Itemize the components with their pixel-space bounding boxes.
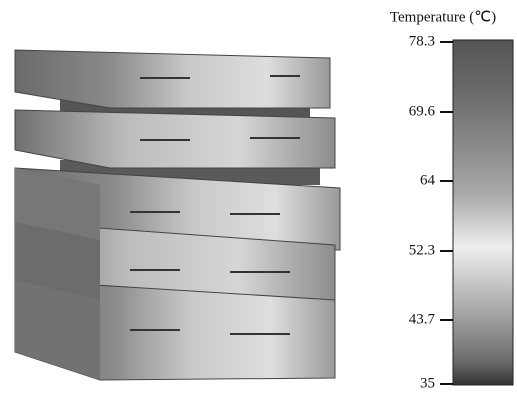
page: Temperature (℃) 78.3 69.6 64 52.3 43.7 3… xyxy=(0,0,517,395)
colorbar-ticks xyxy=(440,42,453,384)
figure: Temperature (℃) 78.3 69.6 64 52.3 43.7 3… xyxy=(0,0,517,395)
tick-label: 69.6 xyxy=(409,103,436,119)
tick-label: 43.7 xyxy=(409,311,436,327)
tick-label: 78.3 xyxy=(409,33,435,49)
battery-stack xyxy=(15,50,340,380)
tick-label: 64 xyxy=(420,172,436,188)
colorbar-gradient xyxy=(453,40,513,385)
colorbar-title: Temperature (℃) xyxy=(390,9,496,25)
tick-label: 52.3 xyxy=(409,242,435,258)
tick-label: 35 xyxy=(420,375,435,391)
colorbar: Temperature (℃) 78.3 69.6 64 52.3 43.7 3… xyxy=(390,9,513,391)
